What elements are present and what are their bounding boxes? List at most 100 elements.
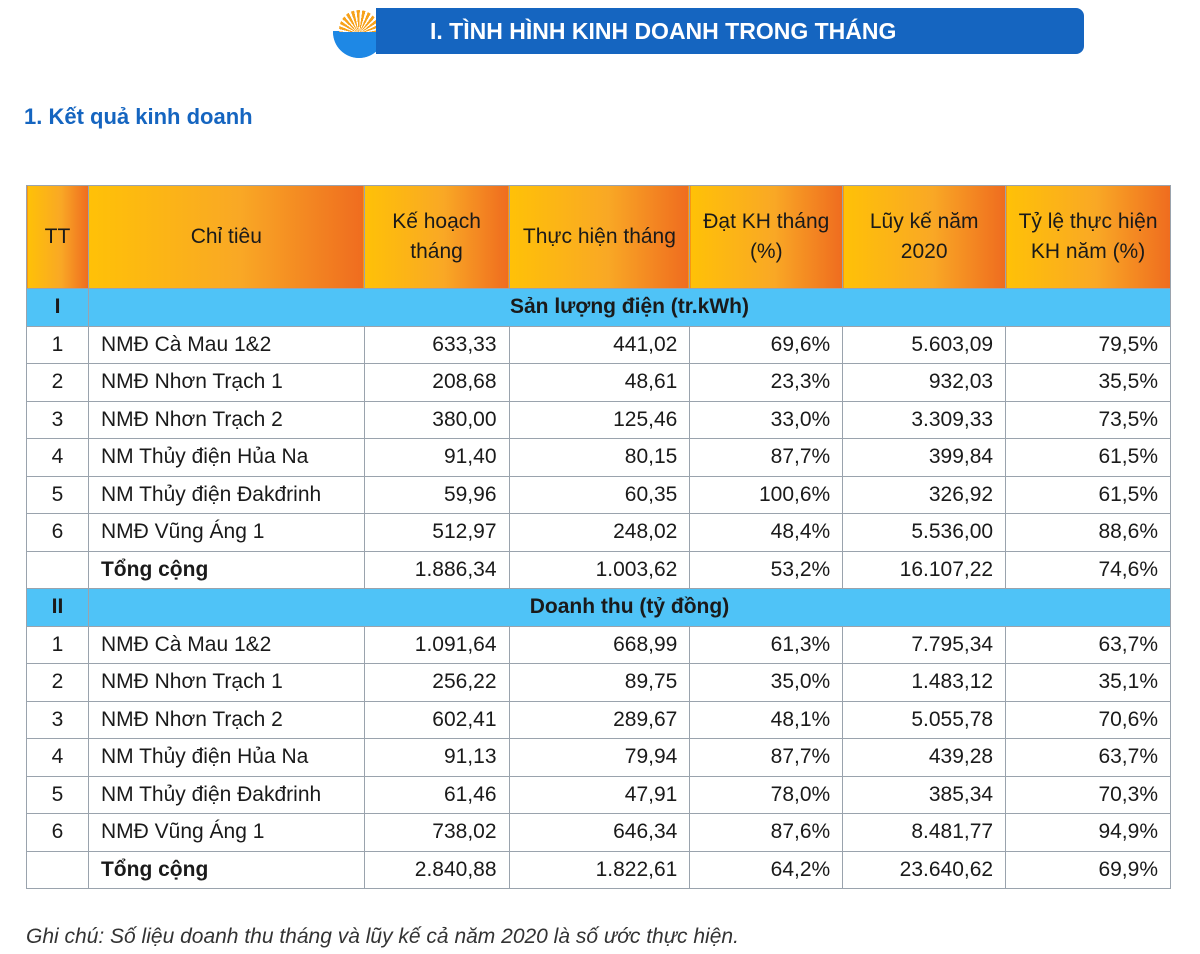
column-header: Thực hiện tháng <box>508 185 691 289</box>
table-cell: 6 <box>26 513 89 552</box>
table-cell: NMĐ Nhơn Trạch 1 <box>87 663 365 702</box>
table-cell: 35,1% <box>1005 663 1171 702</box>
table-cell: 87,6% <box>689 813 844 852</box>
table-cell: NM Thủy điện Hủa Na <box>87 738 365 777</box>
table-cell: 5.055,78 <box>842 700 1007 739</box>
table-cell: 1.483,12 <box>842 663 1007 702</box>
section-title: Sản lượng điện (tr.kWh) <box>87 288 1172 327</box>
table-cell: NMĐ Nhơn Trạch 2 <box>87 700 365 739</box>
table-cell: 33,0% <box>689 400 844 439</box>
table-cell: 48,61 <box>508 363 691 402</box>
table-cell: 2 <box>26 663 89 702</box>
table-cell: 94,9% <box>1005 813 1171 852</box>
table-row: 6 NMĐ Vũng Áng 1 738,02 646,34 87,6% 8.481,77… <box>26 813 1171 852</box>
table-cell: 289,67 <box>508 700 691 739</box>
subtitle: 1. Kết quả kinh doanh <box>24 104 253 129</box>
table-cell: 5.536,00 <box>842 513 1007 552</box>
table-cell <box>26 850 89 889</box>
table-cell: NMĐ Cà Mau 1&2 <box>87 625 365 664</box>
table-cell: 79,94 <box>508 738 691 777</box>
table-cell: 326,92 <box>842 475 1007 514</box>
table-cell: 70,3% <box>1005 775 1171 814</box>
table-cell: 738,02 <box>363 813 510 852</box>
section-title: Doanh thu (tỷ đồng) <box>87 588 1172 627</box>
table-cell: Tổng cộng <box>87 550 365 589</box>
table-cell: 5.603,09 <box>842 325 1007 364</box>
table-cell: 646,34 <box>508 813 691 852</box>
table-cell: 1.822,61 <box>508 850 691 889</box>
table-cell: 668,99 <box>508 625 691 664</box>
table-row: 4 NM Thủy điện Hủa Na 91,13 79,94 87,7% 439,2… <box>26 738 1171 777</box>
table-cell: 48,1% <box>689 700 844 739</box>
column-header: Kế hoạch tháng <box>363 185 510 289</box>
table-cell: 64,2% <box>689 850 844 889</box>
table-cell <box>26 550 89 589</box>
table-cell: 35,5% <box>1005 363 1171 402</box>
column-header: Tỷ lệ thực hiện KH năm (%) <box>1005 185 1171 289</box>
table-cell: 441,02 <box>508 325 691 364</box>
column-header: Chỉ tiêu <box>87 185 365 289</box>
table-cell: 208,68 <box>363 363 510 402</box>
table-cell: 3 <box>26 400 89 439</box>
table-cell: 73,5% <box>1005 400 1171 439</box>
table-cell: 512,97 <box>363 513 510 552</box>
table-cell: 61,5% <box>1005 475 1171 514</box>
footnote: Ghi chú: Số liệu doanh thu tháng và lũy … <box>26 925 739 948</box>
table-cell: 4 <box>26 438 89 477</box>
section-banner: I. TÌNH HÌNH KINH DOANH TRONG THÁNG <box>376 8 1084 54</box>
table-row: 1 NMĐ Cà Mau 1&2 633,33 441,02 69,6% 5.603,09… <box>26 325 1171 364</box>
table-cell: 248,02 <box>508 513 691 552</box>
table-cell: 61,5% <box>1005 438 1171 477</box>
total-row: Tổng cộng 1.886,34 1.003,62 53,2% 16.107,22 7… <box>26 550 1171 589</box>
table-row: 3 NMĐ Nhơn Trạch 2 380,00 125,46 33,0% 3.309,… <box>26 400 1171 439</box>
table-cell: Tổng cộng <box>87 850 365 889</box>
column-header: TT <box>26 185 89 289</box>
table-row: 1 NMĐ Cà Mau 1&2 1.091,64 668,99 61,3% 7.795,… <box>26 625 1171 664</box>
table-cell: 16.107,22 <box>842 550 1007 589</box>
table-cell: 47,91 <box>508 775 691 814</box>
table-cell: 87,7% <box>689 438 844 477</box>
table-row: 3 NMĐ Nhơn Trạch 2 602,41 289,67 48,1% 5.055,… <box>26 700 1171 739</box>
table-cell: 88,6% <box>1005 513 1171 552</box>
table-cell: 8.481,77 <box>842 813 1007 852</box>
table-cell: NMĐ Vũng Áng 1 <box>87 513 365 552</box>
table-cell: 4 <box>26 738 89 777</box>
table-cell: 89,75 <box>508 663 691 702</box>
table-cell: 7.795,34 <box>842 625 1007 664</box>
table-row: 2 NMĐ Nhơn Trạch 1 256,22 89,75 35,0% 1.483,1… <box>26 663 1171 702</box>
table-cell: 380,00 <box>363 400 510 439</box>
table-cell: 1.886,34 <box>363 550 510 589</box>
table-cell: 91,13 <box>363 738 510 777</box>
table-cell: NMĐ Nhơn Trạch 2 <box>87 400 365 439</box>
table-cell: NM Thủy điện Hủa Na <box>87 438 365 477</box>
table-cell: NMĐ Nhơn Trạch 1 <box>87 363 365 402</box>
table-cell: NM Thủy điện Đakđrinh <box>87 775 365 814</box>
table-cell: 59,96 <box>363 475 510 514</box>
total-row: Tổng cộng 2.840,88 1.822,61 64,2% 23.640,62 6… <box>26 850 1171 889</box>
table-cell: 439,28 <box>842 738 1007 777</box>
table-cell: 2.840,88 <box>363 850 510 889</box>
table-cell: 385,34 <box>842 775 1007 814</box>
table-cell: 61,46 <box>363 775 510 814</box>
table-cell: 69,6% <box>689 325 844 364</box>
table-cell: 399,84 <box>842 438 1007 477</box>
table-cell: 932,03 <box>842 363 1007 402</box>
table-cell: 63,7% <box>1005 625 1171 664</box>
table-cell: 5 <box>26 775 89 814</box>
table-row: 2 NMĐ Nhơn Trạch 1 208,68 48,61 23,3% 932,03 3… <box>26 363 1171 402</box>
table-cell: 70,6% <box>1005 700 1171 739</box>
table-cell: 1.091,64 <box>363 625 510 664</box>
table-cell: NM Thủy điện Đakđrinh <box>87 475 365 514</box>
column-header: Lũy kế năm 2020 <box>842 185 1007 289</box>
section-id: II <box>26 588 89 627</box>
table-cell: NMĐ Vũng Áng 1 <box>87 813 365 852</box>
table-cell: 69,9% <box>1005 850 1171 889</box>
table-cell: 3.309,33 <box>842 400 1007 439</box>
column-header: Đạt KH tháng (%) <box>689 185 844 289</box>
table-cell: 633,33 <box>363 325 510 364</box>
table-cell: 2 <box>26 363 89 402</box>
table-cell: 100,6% <box>689 475 844 514</box>
table-cell: 53,2% <box>689 550 844 589</box>
table-cell: 74,6% <box>1005 550 1171 589</box>
table-cell: 78,0% <box>689 775 844 814</box>
